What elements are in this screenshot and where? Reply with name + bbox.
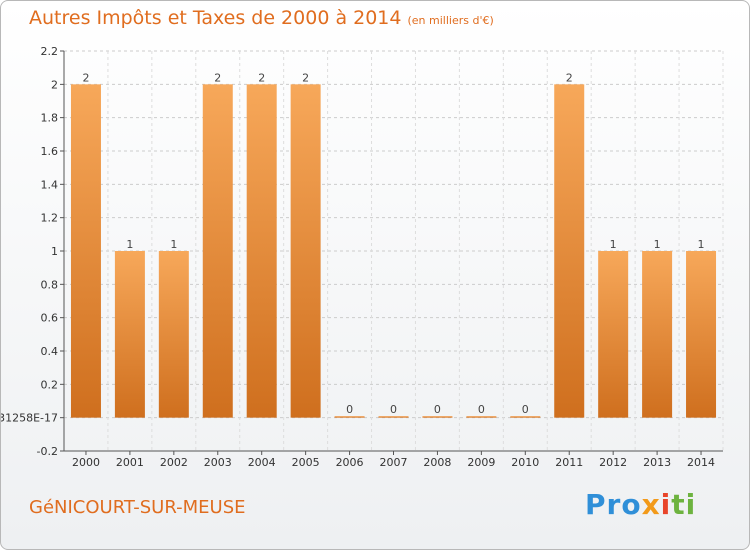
x-tick-label: 2010 — [511, 456, 539, 469]
axes: -0.2 -5.5511151231258E-17 0.2 0.4 0.6 0.8 1 1.2… — [1, 45, 723, 469]
bars: 2 1 1 2 2 2 0 0 0 0 0 2 1 1 1 — [70, 71, 717, 418]
bar — [422, 416, 453, 418]
bar — [642, 251, 673, 418]
y-tick-label: 0.8 — [41, 278, 59, 291]
bar — [202, 84, 233, 418]
logo-part-1: Pro — [585, 488, 642, 521]
bar — [510, 416, 541, 418]
proxiti-logo: Proxiti — [585, 488, 696, 521]
bar — [554, 84, 585, 418]
logo-part-4: ti — [671, 488, 697, 521]
data-label: 0 — [522, 403, 529, 416]
x-tick-label: 2007 — [380, 456, 408, 469]
y-tick-label: 0.4 — [41, 345, 59, 358]
y-tick-label: 1.4 — [41, 178, 59, 191]
data-label: 2 — [566, 71, 573, 84]
logo-part-2: x — [641, 488, 661, 521]
data-label: 0 — [434, 403, 441, 416]
x-tick-label: 2013 — [643, 456, 671, 469]
bar — [334, 416, 365, 418]
bar — [158, 251, 189, 418]
y-tick-label: -0.2 — [37, 445, 58, 458]
y-tick-label: 1.6 — [41, 145, 59, 158]
y-tick-label: 1.2 — [41, 212, 59, 225]
data-label: 2 — [214, 71, 221, 84]
x-tick-label: 2005 — [292, 456, 320, 469]
y-tick-label: 2.2 — [41, 45, 59, 58]
y-tick-label: 1 — [51, 245, 58, 258]
data-label: 2 — [258, 71, 265, 84]
data-label: 1 — [610, 238, 617, 251]
x-tick-label: 2002 — [160, 456, 188, 469]
y-tick-label: 2 — [51, 78, 58, 91]
data-label: 1 — [654, 238, 661, 251]
bar — [70, 84, 101, 418]
data-label: 1 — [698, 238, 705, 251]
data-label: 2 — [82, 71, 89, 84]
chart-title: Autres Impôts et Taxes de 2000 à 2014 (en… — [29, 7, 494, 29]
bar — [598, 251, 629, 418]
data-label: 0 — [390, 403, 397, 416]
title-unit: (en milliers d'€) — [407, 14, 494, 27]
y-tick-label: 1.8 — [41, 112, 59, 125]
x-tick-label: 2006 — [336, 456, 364, 469]
data-label: 1 — [126, 238, 133, 251]
data-label: 0 — [478, 403, 485, 416]
x-tick-label: 2000 — [72, 456, 100, 469]
x-tick-label: 2014 — [687, 456, 715, 469]
x-tick-label: 2004 — [248, 456, 276, 469]
bar — [114, 251, 145, 418]
city-name: GéNICOURT-SUR-MEUSE — [29, 497, 246, 518]
y-tick-label: -5.5511151231258E-17 — [1, 412, 58, 425]
title-text: Autres Impôts et Taxes de 2000 à 2014 — [29, 7, 402, 29]
x-tick-label: 2001 — [116, 456, 144, 469]
logo-part-3: i — [660, 488, 672, 521]
x-tick-label: 2011 — [555, 456, 583, 469]
data-label: 2 — [302, 71, 309, 84]
y-tick-label: 0.6 — [41, 312, 59, 325]
bar — [686, 251, 717, 418]
data-label: 0 — [346, 403, 353, 416]
y-tick-label: 0.2 — [41, 378, 59, 391]
bar — [290, 84, 321, 418]
x-tick-label: 2012 — [599, 456, 627, 469]
x-tick-label: 2003 — [204, 456, 232, 469]
data-label: 1 — [170, 238, 177, 251]
bar — [378, 416, 409, 418]
bar — [246, 84, 277, 418]
bar — [466, 416, 497, 418]
x-tick-label: 2008 — [423, 456, 451, 469]
x-tick-label: 2009 — [467, 456, 495, 469]
